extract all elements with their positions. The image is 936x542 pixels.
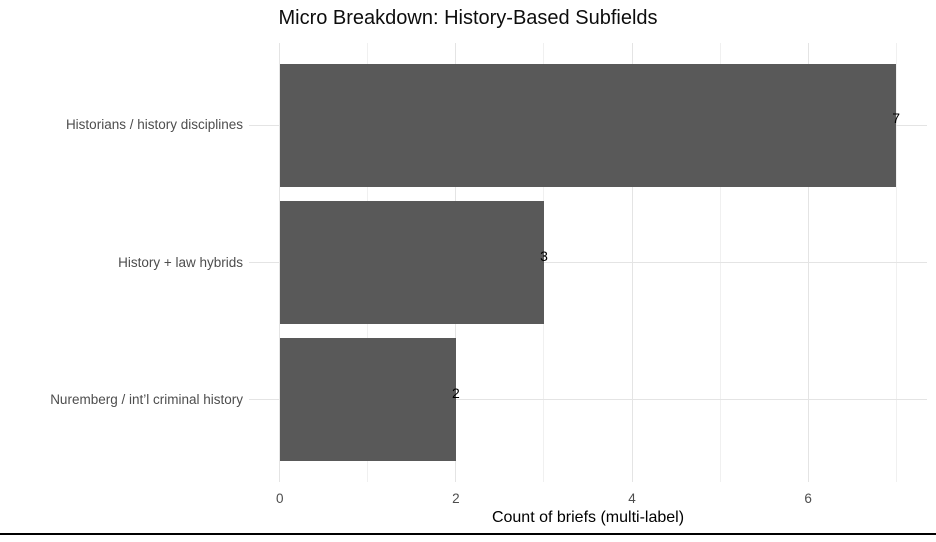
bar-value-label: 7	[892, 110, 901, 127]
bar-value-label: 3	[540, 247, 548, 264]
bar	[279, 337, 456, 462]
gridline-major-horizontal	[249, 399, 927, 401]
x-axis-tick-label: 2	[452, 491, 460, 506]
x-axis-title: Count of briefs (multi-label)	[491, 509, 685, 526]
chart-title: Micro Breakdown: History-Based Subfields	[278, 7, 658, 29]
x-axis-tick-label: 6	[804, 491, 812, 506]
bar	[279, 63, 897, 188]
window-bottom-border	[0, 533, 936, 535]
gridline-major-horizontal	[249, 262, 927, 263]
bar	[279, 200, 544, 325]
y-axis-category-label: History + law hybrids	[118, 254, 243, 270]
plot-panel	[249, 43, 927, 482]
y-axis-category-label: Nuremberg / int’l criminal history	[50, 391, 243, 407]
x-axis-tick-label: 4	[628, 491, 636, 506]
y-axis-category-label: Historians / history disciplines	[65, 117, 243, 133]
bar-value-label: 2	[452, 384, 460, 401]
x-axis-tick-label: 0	[276, 491, 284, 506]
